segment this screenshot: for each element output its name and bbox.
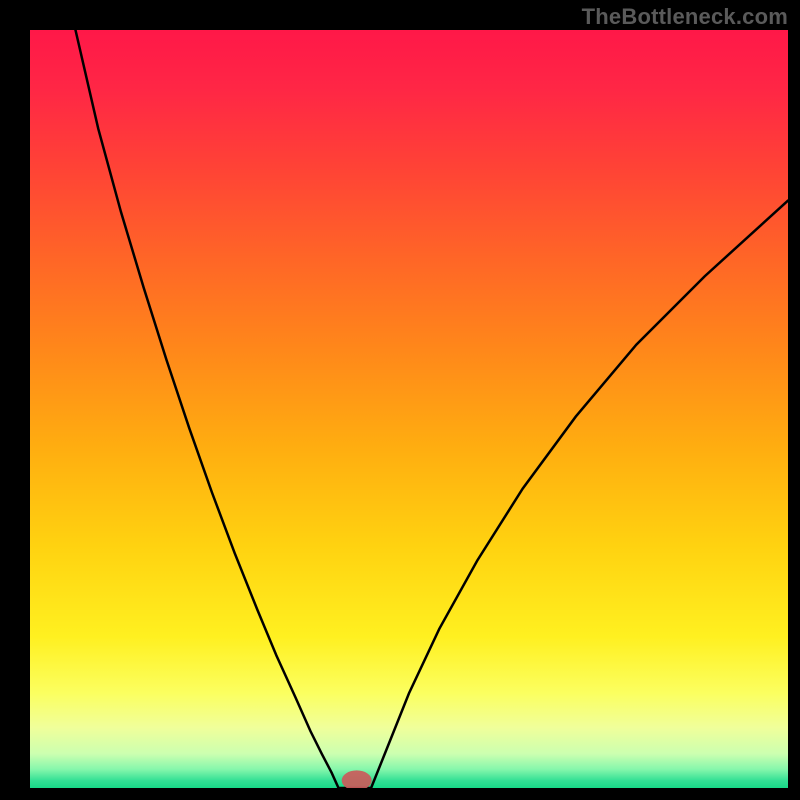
watermark-text: TheBottleneck.com [582, 4, 788, 30]
bottleneck-chart [0, 0, 800, 800]
bottleneck-marker [342, 770, 372, 790]
plot-gradient-background [30, 30, 788, 788]
